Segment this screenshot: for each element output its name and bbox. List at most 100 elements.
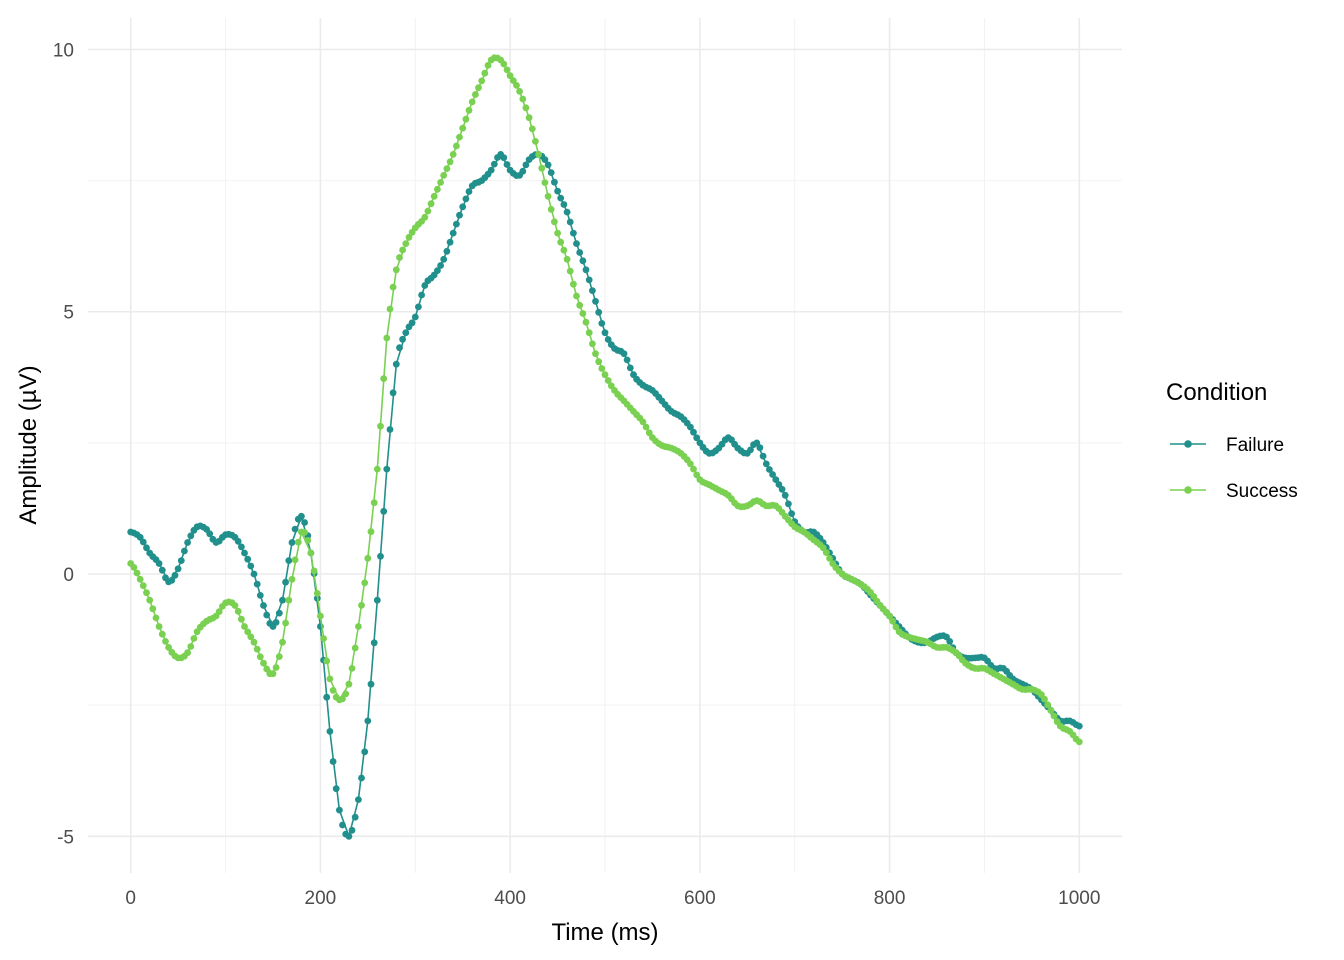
data-point: [168, 576, 176, 584]
data-point: [487, 166, 495, 174]
data-point: [566, 267, 574, 275]
data-point: [282, 578, 289, 586]
data-point: [408, 319, 416, 327]
data-point: [601, 329, 609, 337]
data-point: [396, 254, 403, 261]
data-point: [250, 638, 258, 646]
data-point: [184, 649, 192, 657]
data-point: [557, 238, 565, 246]
data-point: [576, 301, 584, 309]
data-point: [256, 592, 264, 599]
data-point: [250, 570, 258, 578]
x-tick-label: 1000: [1058, 888, 1100, 909]
data-point: [323, 693, 331, 701]
data-point: [563, 255, 571, 263]
data-point: [364, 554, 372, 562]
data-point: [348, 826, 356, 834]
data-point: [373, 596, 381, 604]
data-point: [570, 280, 577, 288]
data-point: [490, 160, 498, 168]
data-point: [522, 161, 530, 169]
data-point: [775, 481, 783, 488]
y-tick-label: 10: [53, 40, 74, 61]
data-point: [579, 310, 587, 317]
data-point: [383, 465, 391, 473]
data-point: [244, 555, 252, 563]
data-point: [345, 832, 353, 840]
data-point: [430, 192, 438, 200]
data-point: [392, 266, 400, 274]
data-point: [946, 638, 954, 645]
data-point: [582, 266, 590, 274]
data-point: [152, 614, 160, 622]
data-point: [162, 638, 169, 645]
data-point: [247, 633, 255, 641]
data-point: [532, 138, 539, 145]
data-point: [465, 106, 473, 114]
data-point: [238, 543, 245, 551]
data-point: [339, 821, 346, 829]
data-point: [592, 350, 599, 358]
data-point: [522, 104, 530, 112]
data-point: [411, 313, 419, 321]
data-point: [187, 532, 195, 540]
data-point: [1050, 712, 1058, 720]
data-point: [595, 308, 603, 316]
x-tick-label: 400: [494, 888, 526, 909]
data-point: [541, 156, 549, 164]
data-point: [380, 375, 388, 382]
data-point: [525, 114, 533, 122]
data-point: [528, 125, 536, 133]
data-point: [554, 229, 561, 237]
data-point: [291, 556, 299, 564]
data-point: [377, 552, 384, 560]
data-point: [443, 165, 451, 173]
data-point: [253, 645, 261, 653]
data-point: [380, 507, 388, 515]
data-point: [443, 247, 451, 255]
data-point: [693, 434, 701, 442]
data-point: [623, 356, 631, 364]
data-point: [573, 240, 580, 248]
data-point: [601, 371, 609, 379]
x-axis-tick-labels: 0 200 400 600 800 1000: [125, 888, 1100, 909]
data-point: [364, 717, 372, 725]
data-point: [402, 329, 410, 337]
data-point: [165, 644, 173, 651]
data-point: [329, 687, 337, 694]
data-point: [472, 91, 479, 98]
data-point: [560, 201, 568, 208]
data-point: [389, 283, 397, 291]
data-point: [326, 675, 334, 683]
data-point: [234, 538, 242, 545]
data-point: [604, 377, 612, 384]
data-point: [355, 796, 362, 803]
data-point: [342, 690, 350, 698]
data-point: [241, 623, 248, 630]
data-point: [541, 179, 549, 187]
data-point: [427, 200, 435, 208]
data-point: [386, 305, 394, 313]
data-point: [690, 428, 697, 436]
data-point: [449, 151, 457, 158]
data-point: [326, 728, 334, 735]
data-point: [358, 601, 365, 609]
series-success: [127, 54, 1083, 746]
data-point: [819, 544, 827, 552]
data-point: [889, 617, 897, 625]
y-axis-tick-labels: -5 0 5 10: [53, 40, 74, 848]
data-point: [181, 547, 188, 555]
data-point: [339, 695, 346, 703]
data-point: [516, 88, 523, 95]
data-point: [642, 423, 650, 431]
data-point: [551, 178, 558, 186]
data-point: [174, 565, 182, 573]
data-point: [557, 194, 565, 202]
data-point: [747, 446, 754, 454]
data-point: [282, 619, 289, 627]
data-point: [753, 439, 761, 447]
data-point: [620, 350, 628, 358]
data-point: [886, 612, 893, 620]
data-point: [560, 246, 568, 254]
data-point: [598, 320, 606, 327]
